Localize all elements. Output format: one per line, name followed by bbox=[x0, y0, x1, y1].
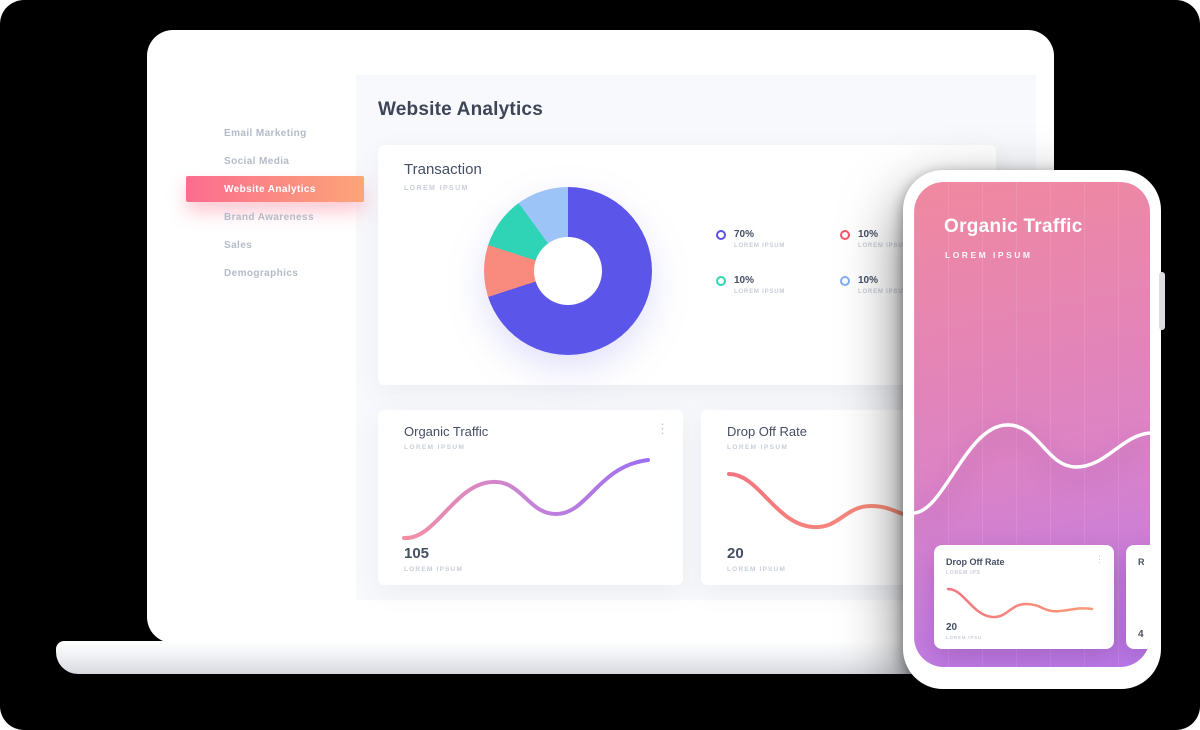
legend-value: 10% bbox=[858, 275, 879, 286]
phone-second-card: R 4 bbox=[1126, 545, 1150, 649]
phone-dropoff-line-chart bbox=[946, 587, 1094, 619]
organic-value-block: 105 LOREM IPSUM bbox=[404, 545, 463, 573]
phone-title: Organic Traffic bbox=[944, 216, 1083, 237]
kebab-menu-icon[interactable]: ⋮ bbox=[656, 421, 669, 436]
transaction-card-title: Transaction bbox=[404, 161, 482, 178]
legend-dot bbox=[716, 230, 726, 240]
legend-value: 10% bbox=[734, 275, 755, 286]
phone-dropoff-title: Drop Off Rate bbox=[946, 557, 1005, 567]
legend-item: 10% LOREM IPSUM bbox=[840, 229, 909, 249]
dropoff-card-subtitle: LOREM IPSUM bbox=[727, 444, 789, 451]
donut-chart bbox=[484, 187, 652, 355]
sidebar: Email Marketing Social Media Website Ana… bbox=[176, 75, 364, 600]
phone-second-card-value-block: 4 bbox=[1138, 629, 1144, 640]
dropoff-value: 20 bbox=[727, 545, 744, 562]
organic-card-title: Organic Traffic bbox=[404, 424, 489, 439]
phone-second-card-title: R bbox=[1138, 557, 1145, 567]
legend-dot bbox=[840, 276, 850, 286]
phone-subtitle: LOREM IPSUM bbox=[945, 250, 1033, 260]
legend-value: 70% bbox=[734, 229, 755, 240]
legend-item: 10% LOREM IPSUM bbox=[840, 275, 909, 295]
dropoff-value-label: LOREM IPSUM bbox=[727, 566, 787, 573]
organic-card-subtitle: LOREM IPSUM bbox=[404, 444, 466, 451]
phone-dropoff-card: Drop Off Rate LOREM IPS ⋮ 20 LOREM IPSU bbox=[934, 545, 1114, 649]
legend-label: LOREM IPSUM bbox=[734, 289, 786, 295]
legend-item: 70% LOREM IPSUM bbox=[716, 229, 840, 249]
phone-dropoff-value: 20 bbox=[946, 622, 958, 633]
phone-second-card-value: 4 bbox=[1138, 629, 1144, 640]
legend-dot bbox=[840, 230, 850, 240]
sidebar-item-website-analytics[interactable]: Website Analytics bbox=[186, 176, 364, 202]
sidebar-item-email-marketing[interactable]: Email Marketing bbox=[224, 127, 307, 139]
phone-dropoff-value-label: LOREM IPSU bbox=[946, 635, 983, 640]
sidebar-item-sales[interactable]: Sales bbox=[224, 239, 253, 251]
sidebar-item-demographics[interactable]: Demographics bbox=[224, 267, 299, 279]
sidebar-item-social-media[interactable]: Social Media bbox=[224, 155, 290, 167]
phone-dropoff-subtitle: LOREM IPS bbox=[946, 570, 981, 576]
organic-traffic-card: Organic Traffic LOREM IPSUM ⋮ 105 bbox=[378, 410, 683, 585]
phone-screen: Organic Traffic LOREM IPSUM Drop Off Rat… bbox=[914, 182, 1150, 667]
legend-value: 10% bbox=[858, 229, 879, 240]
organic-value: 105 bbox=[404, 545, 430, 562]
transaction-card-subtitle: LOREM IPSUM bbox=[404, 185, 469, 192]
legend-dot bbox=[716, 276, 726, 286]
dropoff-card-title: Drop Off Rate bbox=[727, 424, 807, 439]
legend-label: LOREM IPSUM bbox=[858, 289, 910, 295]
legend-label: LOREM IPSUM bbox=[858, 243, 910, 249]
page-title: Website Analytics bbox=[378, 99, 543, 120]
transaction-legend: 70% LOREM IPSUM 10% LOREM IPSUM bbox=[716, 229, 909, 295]
legend-label: LOREM IPSUM bbox=[734, 243, 786, 249]
legend-item: 10% LOREM IPSUM bbox=[716, 275, 840, 295]
kebab-menu-icon[interactable]: ⋮ bbox=[1095, 554, 1104, 564]
phone-frame: Organic Traffic LOREM IPSUM Drop Off Rat… bbox=[903, 170, 1165, 689]
phone-dropoff-value-block: 20 LOREM IPSU bbox=[946, 622, 982, 640]
phone-power-button bbox=[1159, 272, 1165, 330]
organic-line-chart bbox=[402, 458, 650, 541]
dropoff-value-block: 20 LOREM IPSUM bbox=[727, 545, 786, 573]
organic-value-label: LOREM IPSUM bbox=[404, 566, 464, 573]
phone-line-chart bbox=[914, 423, 1150, 515]
sidebar-item-brand-awareness[interactable]: Brand Awareness bbox=[224, 211, 314, 223]
transaction-card: Transaction LOREM IPSUM 70% LOREM IPSUM bbox=[378, 145, 996, 385]
